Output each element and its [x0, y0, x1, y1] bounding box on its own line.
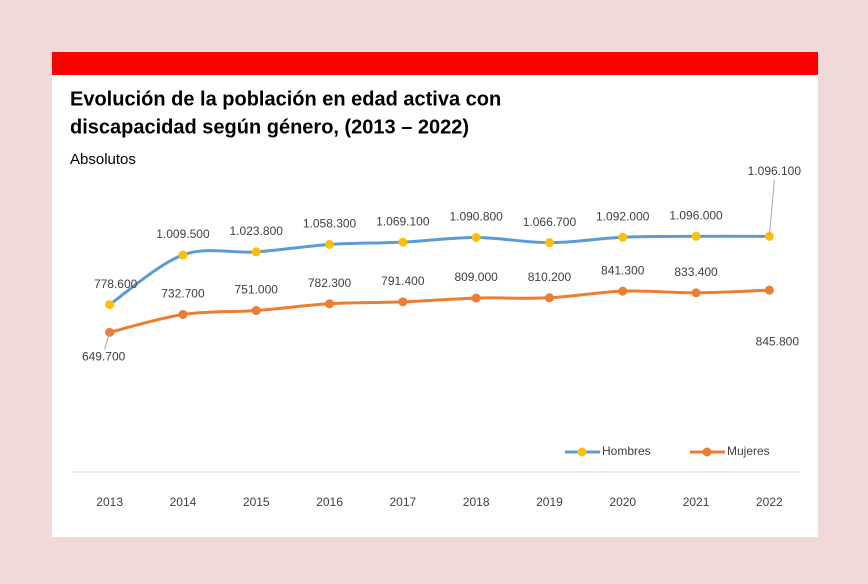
data-label: 782.300 [308, 276, 352, 290]
data-point [398, 297, 408, 307]
data-label: 1.023.800 [230, 224, 284, 238]
data-point [618, 232, 628, 242]
data-point [471, 293, 481, 303]
data-label: 845.800 [756, 334, 800, 348]
legend-label: Mujeres [727, 444, 770, 458]
chart-title: Evolución de la población en edad activa… [70, 88, 501, 110]
leader-line [104, 332, 111, 350]
series-line [108, 234, 770, 306]
data-point [251, 306, 261, 316]
x-tick-label: 2015 [243, 495, 270, 509]
x-tick-label: 2020 [609, 495, 636, 509]
data-point [178, 309, 188, 319]
data-point [618, 286, 628, 296]
legend-marker [702, 447, 712, 457]
data-point [691, 231, 701, 241]
data-label: 1.096.000 [669, 209, 723, 223]
data-point [325, 239, 335, 249]
data-label: 1.066.700 [523, 215, 577, 229]
legend-label: Hombres [602, 444, 651, 458]
x-tick-label: 2016 [316, 495, 343, 509]
data-label: 833.400 [674, 265, 718, 279]
x-tick-label: 2018 [463, 495, 490, 509]
data-label: 1.090.800 [449, 210, 503, 224]
data-label: 751.000 [235, 283, 279, 297]
data-point [325, 299, 335, 309]
data-label: 1.092.000 [596, 209, 650, 223]
x-tick-label: 2021 [683, 495, 710, 509]
x-tick-label: 2017 [389, 495, 416, 509]
data-label: 791.400 [381, 274, 425, 288]
data-label: 1.069.100 [376, 214, 430, 228]
data-label: 841.300 [601, 263, 645, 277]
data-label: 649.700 [82, 349, 126, 363]
data-point [251, 247, 261, 257]
data-label: 778.600 [94, 277, 138, 291]
data-label: 732.700 [161, 287, 205, 301]
data-point [544, 238, 554, 248]
x-tick-label: 2013 [96, 495, 123, 509]
legend-marker [577, 447, 587, 457]
data-label: 809.000 [454, 270, 498, 284]
x-tick-label: 2022 [756, 495, 783, 509]
chart-title: discapacidad según género, (2013 – 2022) [70, 116, 469, 138]
x-tick-label: 2019 [536, 495, 563, 509]
data-point [691, 288, 701, 298]
header-bar [52, 52, 818, 75]
data-label: 1.009.500 [156, 227, 210, 241]
data-point [471, 232, 481, 242]
data-point [764, 285, 774, 295]
data-point [398, 237, 408, 247]
card [52, 52, 818, 537]
data-point [105, 300, 115, 310]
data-label: 1.058.300 [303, 217, 357, 231]
x-tick-label: 2014 [170, 495, 197, 509]
data-label: 810.200 [528, 270, 572, 284]
chart-subtitle: Absolutos [70, 151, 136, 168]
data-point [178, 250, 188, 260]
data-point [544, 293, 554, 303]
series-line [109, 288, 770, 334]
data-label: 1.096.100 [748, 164, 802, 178]
leader-line [768, 179, 775, 237]
